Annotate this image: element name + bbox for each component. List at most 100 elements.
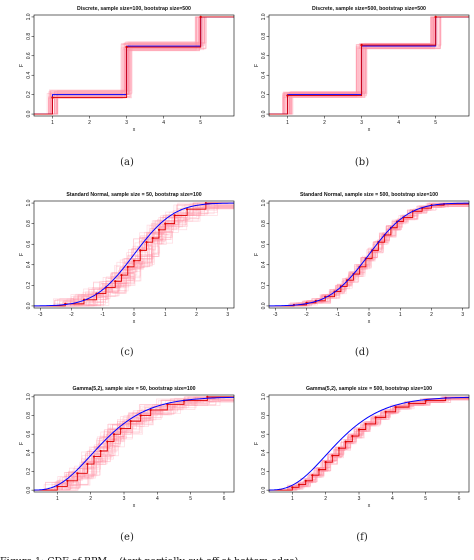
estimate-point [149,408,152,412]
bootstrap-curve [34,207,234,307]
y-tick-label: 0.6 [261,430,267,437]
bootstrap-curve [269,16,469,115]
x-tick-label: 1 [51,120,54,126]
estimate-point [164,222,167,225]
x-tick-label: -3 [38,312,43,318]
panel-caption: (e) [120,532,134,543]
bootstrap-curve [34,202,234,307]
bootstrap-curve [269,396,469,491]
bootstrap-curve [269,396,469,491]
bootstrap-curve [34,205,234,307]
x-tick-label: 3 [125,120,128,126]
bootstrap-curve [34,206,234,307]
y-tick-label: 0.4 [26,72,32,79]
x-tick-label: 4 [397,120,400,126]
x-tick-label: 0 [368,312,371,318]
true-cdf-line [34,202,234,307]
bootstrap-curve [34,396,234,491]
y-tick-label: 0.2 [26,91,32,98]
bootstrap-curve [269,397,469,491]
bootstrap-curve [34,203,234,307]
bootstrap-curve [269,398,469,491]
bootstrap-curve [34,401,234,491]
bootstrap-curve [269,396,469,491]
bootstrap-curve [34,396,234,491]
bootstrap-curve [269,204,469,307]
estimate-line [269,203,469,307]
bootstrap-curve [269,397,469,491]
x-tick-label: 1 [164,312,167,318]
bootstrap-curve [34,205,234,307]
bootstrap-curve [34,202,234,307]
estimate-point [331,454,334,457]
x-tick-label: -1 [101,312,106,318]
bootstrap-curve [269,16,469,115]
bootstrap-curve [269,204,469,307]
bootstrap-curve [269,397,469,491]
plot-area [269,396,469,491]
estimate-point [324,461,327,464]
bootstrap-curve [34,16,234,115]
bootstrap-curve [269,396,469,491]
y-tick-label: 0.6 [26,430,32,437]
y-tick-label: 1.0 [26,199,32,206]
y-tick-label: 0.0 [26,486,32,493]
plot-frame [33,14,235,117]
bootstrap-curve [269,396,469,491]
bootstrap-curve [269,16,469,115]
y-tick-label: 0.2 [261,468,267,475]
bootstrap-curve [34,16,234,115]
x-tick-label: 3 [358,496,361,502]
x-tick-label: 0 [133,312,136,318]
bootstrap-curve [34,396,234,491]
estimate-point [151,236,154,240]
estimate-line [269,16,469,115]
plot-area [34,15,234,115]
x-tick-label: -2 [304,312,309,318]
estimate-point [129,420,132,423]
bootstrap-curve [269,202,469,307]
bootstrap-curve [34,398,234,491]
y-tick-label: 0.0 [261,486,267,493]
estimate-point [374,416,377,419]
estimate-point [66,479,69,482]
bootstrap-curve [269,16,469,115]
bootstrap-curve [34,16,234,115]
x-tick-label: 4 [156,496,159,502]
bootstrap-curve [34,202,234,307]
estimate-point [351,434,354,438]
estimate-point [173,214,176,217]
bootstrap-curve [34,16,234,115]
bootstrap-curve [269,396,469,491]
estimate-point [145,241,148,244]
x-tick-label: 6 [223,496,226,502]
true-cdf-line [269,202,469,307]
x-tick-label: 1 [291,496,294,502]
estimate-point [139,414,142,417]
bootstrap-curve [269,205,469,307]
bootstrap-curve [34,204,234,307]
bootstrap-curve [34,16,234,115]
bootstrap-curve [269,203,469,307]
estimate-line [34,16,234,115]
bootstrap-curve [269,396,469,491]
bootstrap-curve [34,16,234,115]
chart-panel-4: Standard Normal, sample size = 500, boot… [254,192,470,325]
bootstrap-curve [34,16,234,115]
bootstrap-curve [269,204,469,307]
bootstrap-curve [34,16,234,115]
panel-caption: (d) [355,347,369,358]
y-tick-label: 0.8 [261,412,267,419]
bootstrap-curve [269,203,469,307]
bootstrap-curve [34,202,234,307]
bootstrap-curve [34,396,234,491]
estimate-point [337,447,341,450]
bootstrap-curve [34,205,234,307]
bootstrap-curve [34,205,234,307]
bootstrap-curve [34,396,234,491]
estimate-point [364,422,367,426]
x-tick-label: 3 [226,312,229,318]
bootstrap-curve [34,396,234,491]
panel-caption: (c) [120,347,134,358]
bootstrap-curve [34,16,234,115]
